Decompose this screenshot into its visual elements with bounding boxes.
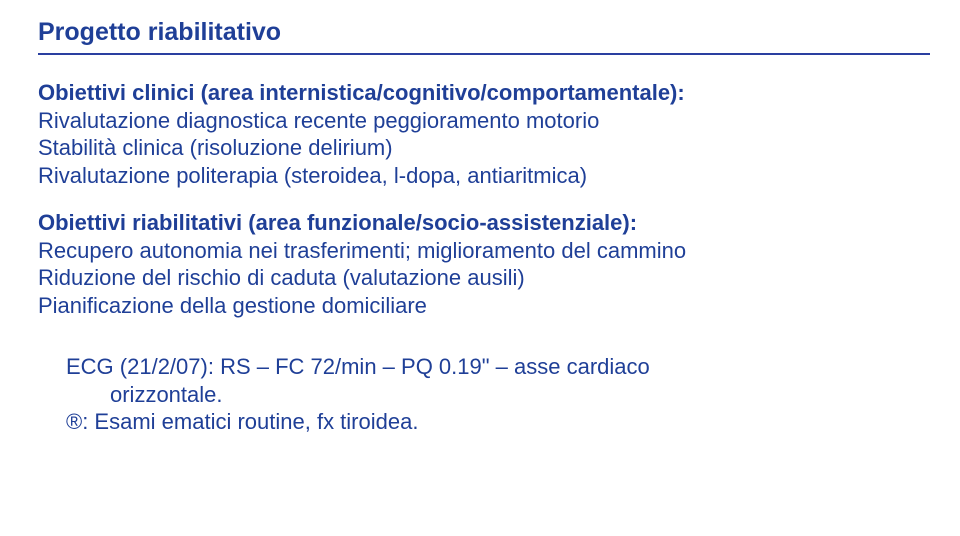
section-clinical-line2: Stabilità clinica (risoluzione delirium) (38, 134, 930, 162)
section-clinical: Obiettivi clinici (area internistica/cog… (38, 79, 930, 189)
section-rehab-line1: Recupero autonomia nei trasferimenti; mi… (38, 237, 930, 265)
slide: Progetto riabilitativo Obiettivi clinici… (0, 0, 960, 536)
section-ecg: ECG (21/2/07): RS – FC 72/min – PQ 0.19"… (66, 353, 930, 436)
section-rehab-heading: Obiettivi riabilitativi (area funzionale… (38, 209, 930, 237)
ecg-line1: ECG (21/2/07): RS – FC 72/min – PQ 0.19"… (66, 353, 930, 381)
section-rehab-line3: Pianificazione della gestione domiciliar… (38, 292, 930, 320)
ecg-line1-cont: orizzontale. (110, 381, 930, 409)
section-clinical-line3: Rivalutazione politerapia (steroidea, l-… (38, 162, 930, 190)
section-rehab-line2: Riduzione del rischio di caduta (valutaz… (38, 264, 930, 292)
section-clinical-line1: Rivalutazione diagnostica recente peggio… (38, 107, 930, 135)
section-clinical-heading: Obiettivi clinici (area internistica/cog… (38, 79, 930, 107)
title-rule (38, 53, 930, 55)
slide-title: Progetto riabilitativo (38, 18, 930, 47)
section-rehab: Obiettivi riabilitativi (area funzionale… (38, 209, 930, 319)
ecg-line2: ®: Esami ematici routine, fx tiroidea. (66, 408, 930, 436)
